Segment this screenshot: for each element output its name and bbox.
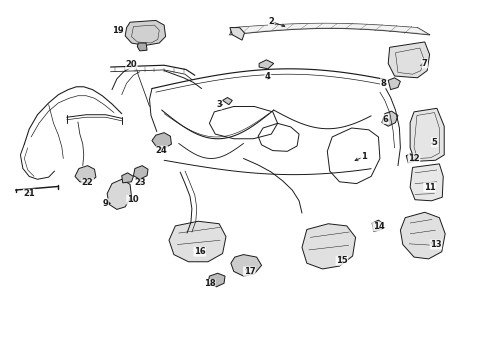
Polygon shape (302, 224, 355, 269)
Text: 12: 12 (407, 154, 419, 163)
Polygon shape (387, 42, 429, 78)
Polygon shape (387, 78, 400, 90)
Polygon shape (222, 98, 232, 105)
Polygon shape (107, 179, 131, 210)
Text: 8: 8 (380, 79, 386, 88)
Polygon shape (207, 273, 224, 287)
Polygon shape (406, 153, 415, 163)
Polygon shape (137, 43, 147, 51)
Text: 20: 20 (125, 60, 137, 69)
Text: 15: 15 (335, 256, 347, 265)
Text: 13: 13 (429, 240, 441, 249)
Text: 17: 17 (243, 267, 255, 276)
Text: 18: 18 (203, 279, 215, 288)
Polygon shape (75, 166, 96, 183)
Text: 22: 22 (81, 178, 93, 187)
Text: 6: 6 (382, 114, 388, 123)
Polygon shape (122, 173, 133, 183)
Text: 21: 21 (23, 189, 35, 198)
Text: 1: 1 (360, 152, 366, 161)
Polygon shape (229, 28, 244, 40)
Polygon shape (409, 164, 442, 201)
Polygon shape (371, 220, 383, 231)
Text: 11: 11 (423, 183, 435, 192)
Text: 10: 10 (126, 195, 138, 204)
Text: 4: 4 (264, 72, 270, 81)
Polygon shape (230, 255, 261, 276)
Text: 16: 16 (193, 247, 205, 256)
Text: 5: 5 (430, 138, 437, 147)
Polygon shape (133, 166, 148, 179)
Text: 2: 2 (268, 17, 274, 26)
Polygon shape (259, 60, 273, 69)
Text: 24: 24 (156, 146, 167, 155)
Text: 9: 9 (102, 199, 108, 208)
Polygon shape (381, 111, 397, 126)
Text: 23: 23 (134, 178, 145, 187)
Text: 7: 7 (421, 59, 427, 68)
Polygon shape (229, 23, 429, 35)
Polygon shape (125, 21, 165, 45)
Polygon shape (169, 221, 225, 262)
Text: 14: 14 (372, 222, 384, 231)
Polygon shape (152, 133, 171, 148)
Text: 19: 19 (112, 26, 123, 35)
Text: 3: 3 (216, 100, 222, 109)
Polygon shape (400, 212, 444, 259)
Polygon shape (409, 108, 443, 161)
